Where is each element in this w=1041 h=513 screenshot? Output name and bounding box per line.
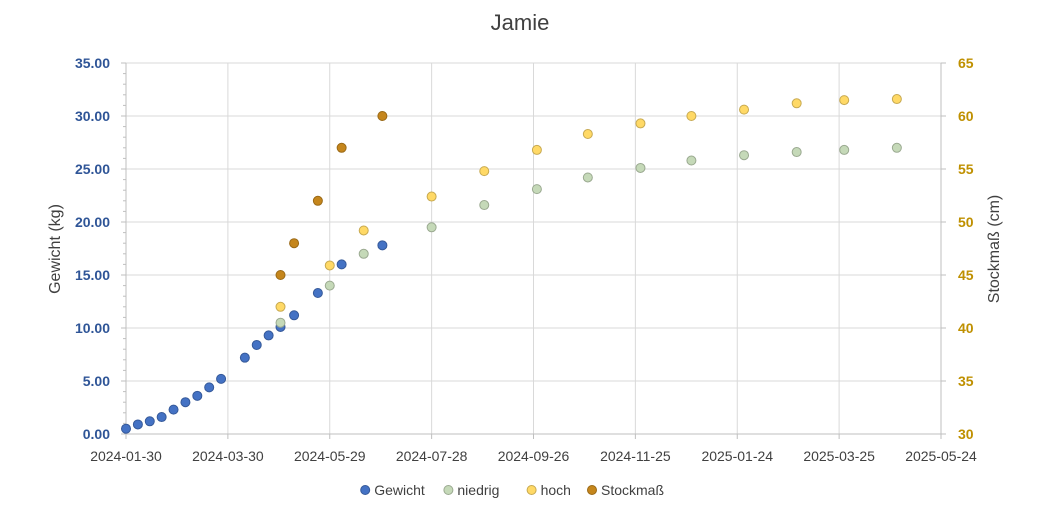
legend-label-gewicht: Gewicht <box>374 482 425 498</box>
x-tick-label: 2024-09-26 <box>498 448 570 464</box>
point-niedrig <box>426 222 437 233</box>
y-tick-label-left: 15.00 <box>75 267 110 283</box>
point-hoch <box>635 118 646 129</box>
point-gewicht <box>156 412 167 423</box>
point-gewicht <box>263 330 274 341</box>
x-tick-label: 2024-07-28 <box>396 448 468 464</box>
point-stockma <box>336 142 347 153</box>
legend-marker-gewicht <box>360 485 371 495</box>
point-niedrig <box>358 248 369 259</box>
point-niedrig <box>739 150 750 161</box>
x-tick-label: 2024-03-30 <box>192 448 264 464</box>
point-gewicht <box>289 310 300 321</box>
y-tick-label-left: 10.00 <box>75 320 110 336</box>
point-hoch <box>479 166 490 177</box>
y-tick-label-right: 45 <box>958 267 974 283</box>
legend-marker-stockma <box>587 485 597 495</box>
point-gewicht <box>377 240 388 251</box>
point-gewicht <box>216 373 227 384</box>
y-tick-label-left: 0.00 <box>83 426 110 442</box>
point-hoch <box>791 98 802 109</box>
legend-label-stockma: Stockmaß <box>601 482 664 498</box>
point-stockma <box>312 195 323 206</box>
point-hoch <box>531 144 542 155</box>
point-stockma <box>377 111 388 121</box>
point-niedrig <box>275 317 286 328</box>
point-hoch <box>739 104 750 115</box>
x-tick-label: 2025-05-24 <box>905 448 977 464</box>
point-gewicht <box>312 288 323 299</box>
point-gewicht <box>180 397 191 408</box>
point-niedrig <box>791 147 802 158</box>
legend-marker-hoch <box>526 485 537 495</box>
point-gewicht <box>336 259 347 270</box>
y-tick-label-left: 5.00 <box>83 373 110 389</box>
point-stockma <box>289 238 300 249</box>
y-tick-label-right: 65 <box>958 55 974 71</box>
y-tick-label-right: 60 <box>958 108 974 124</box>
point-niedrig <box>531 184 542 195</box>
legend-label-hoch: hoch <box>541 482 571 498</box>
y-tick-label-right: 50 <box>958 214 974 230</box>
point-hoch <box>426 191 437 202</box>
y-axis-title-left: Gewicht (kg) <box>47 204 64 294</box>
point-niedrig <box>891 142 902 153</box>
point-gewicht <box>204 382 215 393</box>
x-tick-label: 2024-11-25 <box>600 448 671 464</box>
point-hoch <box>275 301 286 312</box>
point-hoch <box>582 129 593 140</box>
point-gewicht <box>192 390 203 401</box>
axes: 0.00 5.00 10.00 15.00 20.00 25.00 30.00 35.00 30… <box>75 55 977 464</box>
point-niedrig <box>686 155 697 166</box>
y-tick-label-right: 35 <box>958 373 974 389</box>
y-tick-label-left: 25.00 <box>75 161 110 177</box>
point-niedrig <box>582 172 593 183</box>
x-tick-label: 2025-01-24 <box>701 448 773 464</box>
point-gewicht <box>251 339 262 350</box>
y-tick-label-right: 55 <box>958 161 974 177</box>
x-tick-label: 2024-05-29 <box>294 448 366 464</box>
chart-title: Jamie <box>491 10 550 35</box>
point-niedrig <box>839 144 850 155</box>
y-tick-label-right: 40 <box>958 320 974 336</box>
point-gewicht <box>132 419 143 430</box>
legend: Gewicht niedrig hoch Stockmaß <box>360 482 664 498</box>
point-gewicht <box>168 404 179 415</box>
x-tick-label: 2025-03-25 <box>803 448 875 464</box>
y-axis-title-right: Stockmaß (cm) <box>986 195 1003 303</box>
point-niedrig <box>635 162 646 173</box>
point-niedrig <box>479 200 490 211</box>
point-hoch <box>686 111 697 121</box>
point-hoch <box>358 225 369 236</box>
point-hoch <box>891 94 902 105</box>
gridlines <box>126 62 941 434</box>
point-gewicht <box>121 423 131 434</box>
point-hoch <box>839 95 850 106</box>
point-hoch <box>324 260 335 271</box>
y-tick-label-left: 30.00 <box>75 108 110 124</box>
point-gewicht <box>239 352 250 363</box>
point-gewicht <box>144 416 155 427</box>
y-tick-label-right: 30 <box>958 426 974 442</box>
legend-marker-niedrig <box>443 485 454 495</box>
x-tick-label: 2024-01-30 <box>90 448 162 464</box>
y-tick-label-left: 20.00 <box>75 214 110 230</box>
point-stockma <box>275 270 286 280</box>
y-tick-label-left: 35.00 <box>75 55 110 71</box>
data-points <box>121 94 902 434</box>
legend-label-niedrig: niedrig <box>457 482 499 498</box>
point-niedrig <box>324 280 335 291</box>
